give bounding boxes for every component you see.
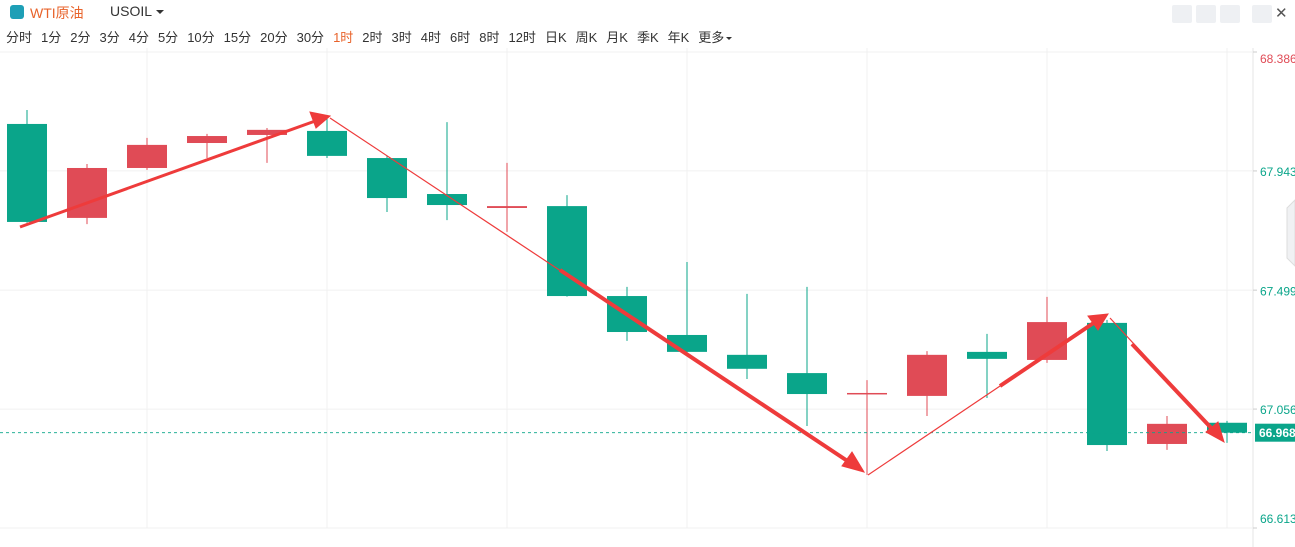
- arrow-head: [309, 111, 332, 129]
- timeframe[interactable]: 20分: [260, 30, 288, 45]
- timeframe[interactable]: 季K: [636, 30, 659, 45]
- timeframe[interactable]: 10分: [187, 30, 215, 45]
- arrow-head: [1205, 421, 1225, 444]
- timeframe[interactable]: 12时: [508, 30, 536, 45]
- timeframe[interactable]: 5分: [157, 30, 179, 45]
- arrow-head: [1087, 313, 1109, 331]
- y-axis: 68.386 67.943 67.499 67.056 66.613 66.968: [1253, 51, 1295, 529]
- trend-arrow: [558, 268, 854, 466]
- close-icon[interactable]: ✕: [1275, 5, 1288, 22]
- candle-body: [727, 354, 767, 369]
- timeframe[interactable]: 1时: [333, 30, 354, 45]
- timeframe[interactable]: 30分: [296, 30, 325, 45]
- timeframe[interactable]: 1分: [41, 30, 62, 45]
- candle-body: [487, 206, 527, 208]
- candle-body: [127, 144, 167, 168]
- candle-body: [1147, 423, 1187, 444]
- trend-arrow: [1130, 342, 1217, 434]
- plot: [0, 51, 1253, 529]
- timeframe[interactable]: 8时: [479, 30, 500, 45]
- annotations: [19, 111, 1225, 476]
- last-price-label: 66.968: [1259, 426, 1295, 440]
- candle-body: [307, 130, 347, 156]
- last-price-box: [1255, 423, 1295, 442]
- timeframe[interactable]: 月K: [606, 30, 628, 45]
- timeframe[interactable]: 日K: [544, 30, 567, 45]
- trend-arrow: [19, 118, 319, 229]
- timeframe[interactable]: 4时: [420, 30, 441, 45]
- timeframe[interactable]: 15分: [223, 30, 252, 45]
- candle-body: [1087, 322, 1127, 446]
- candle-body: [787, 373, 827, 395]
- candle-body: [427, 194, 467, 206]
- arrow-head: [841, 451, 866, 473]
- candle-body: [7, 123, 47, 222]
- candle-body: [907, 354, 947, 396]
- y-tick-label: 66.613: [1260, 512, 1295, 526]
- symbol-logo: [10, 5, 24, 19]
- side-panel-toggle[interactable]: [1286, 199, 1295, 267]
- timeframe[interactable]: 3时: [391, 30, 412, 45]
- tool-icon[interactable]: [1196, 5, 1216, 23]
- timeframe[interactable]: 周K: [575, 30, 598, 45]
- tool-icon[interactable]: [1252, 5, 1272, 23]
- timeframe[interactable]: 更多: [698, 27, 732, 46]
- toolbar: WTI原油 USOIL 分时 1分 2分 3分 4分 5分 10分 15分 20分 30分 1时 2时…: [0, 0, 1295, 48]
- trend-arrow: [998, 318, 1100, 388]
- candle-body: [247, 129, 287, 135]
- y-tick-label: 67.499: [1260, 284, 1295, 298]
- timeframe[interactable]: 6时: [450, 30, 471, 45]
- candle-body: [367, 158, 407, 199]
- timeframe[interactable]: 2时: [362, 30, 383, 45]
- timeframe[interactable]: 年K: [667, 30, 690, 45]
- candle-body: [847, 392, 887, 395]
- symbol-name[interactable]: WTI原油: [30, 5, 84, 21]
- tool-icon[interactable]: [1220, 5, 1240, 23]
- timeframes: 分时 1分 2分 3分 4分 5分 10分 15分 20分 30分 1时 2时 3时 4时 6时 8时 12时日…: [6, 27, 741, 46]
- candle-body: [1207, 422, 1247, 433]
- candle-body: [967, 351, 1007, 359]
- y-tick-label: 68.386: [1260, 52, 1295, 66]
- timeframe[interactable]: 2分: [70, 30, 91, 45]
- y-tick-label: 67.943: [1260, 165, 1295, 179]
- candle-body: [67, 167, 107, 218]
- symbol-code[interactable]: USOIL: [110, 3, 164, 19]
- candle-body: [187, 136, 227, 144]
- timeframe[interactable]: 3分: [99, 30, 120, 45]
- tool-icon[interactable]: [1172, 5, 1192, 23]
- timeframe[interactable]: 4分: [128, 30, 149, 45]
- timeframe[interactable]: 分时: [6, 30, 33, 45]
- y-tick-label: 67.056: [1260, 403, 1295, 417]
- candle-body: [547, 206, 587, 297]
